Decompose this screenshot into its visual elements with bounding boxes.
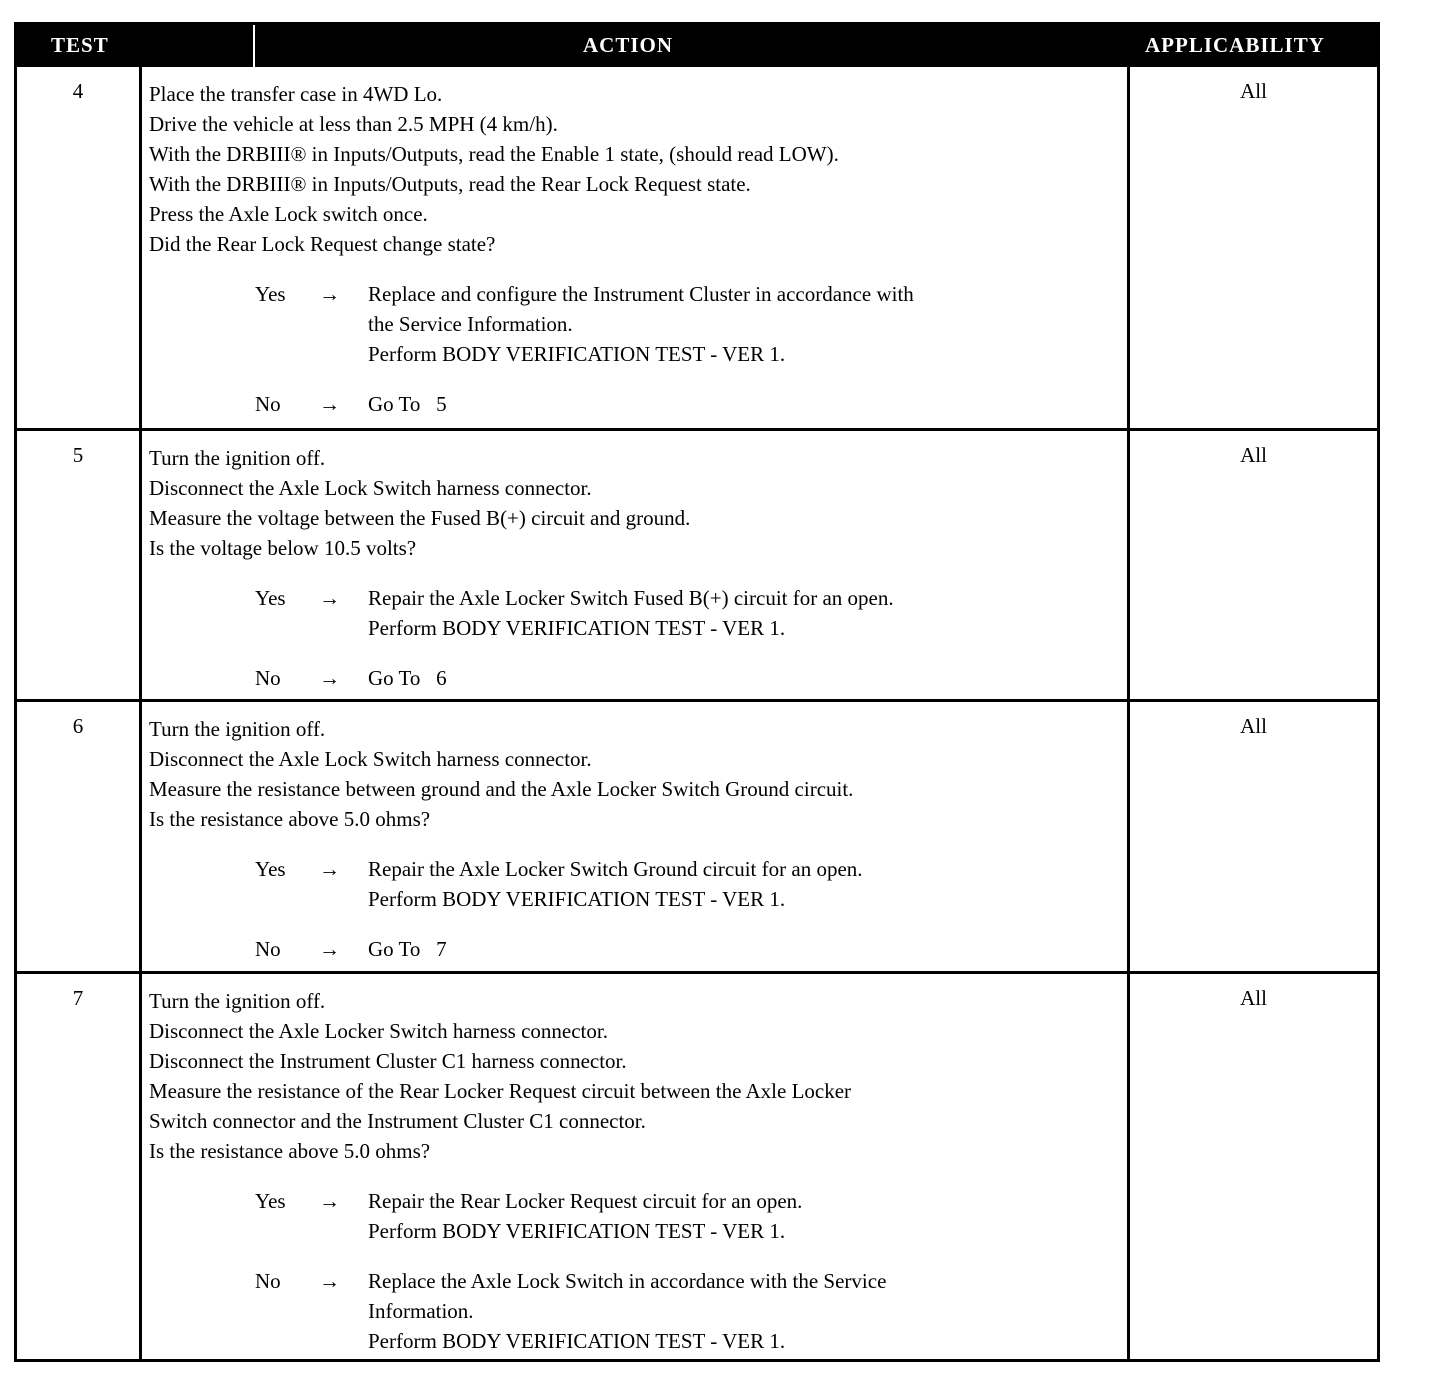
outcome-line: Go To 5 (368, 392, 447, 416)
outcome-label: Yes (255, 857, 286, 881)
outcome-no: No → Go To 7 (149, 934, 1124, 964)
arrow-right-icon: → (319, 586, 340, 610)
applicability: All (1240, 714, 1267, 738)
action-step: Drive the vehicle at less than 2.5 MPH (… (149, 112, 558, 136)
header-action: ACTION (583, 33, 674, 57)
action-step: Disconnect the Instrument Cluster C1 har… (149, 1049, 627, 1073)
outcome-line: Repair the Axle Locker Switch Ground cir… (368, 857, 863, 881)
action-step: Is the resistance above 5.0 ohms? (149, 1139, 431, 1163)
column-divider (1127, 431, 1130, 699)
outcome-text: Repair the Axle Locker Switch Fused B(+)… (368, 583, 1124, 643)
action-step: Measure the voltage between the Fused B(… (149, 506, 691, 530)
action-step: Measure the resistance between ground an… (149, 777, 854, 801)
column-divider (139, 431, 142, 699)
test-number: 7 (72, 986, 84, 1010)
applicability: All (1240, 79, 1267, 103)
outcome-line: Repair the Rear Locker Request circuit f… (368, 1189, 803, 1213)
action-step: With the DRBIII® in Inputs/Outputs, read… (149, 142, 839, 166)
outcome-label: Yes (255, 282, 286, 306)
test-number: 4 (72, 79, 84, 103)
outcome-text: Repair the Axle Locker Switch Ground cir… (368, 854, 1124, 914)
outcome-label: No (255, 937, 281, 961)
outcome-no: No → Go To 5 (149, 389, 1124, 419)
outcome-line: Replace and configure the Instrument Clu… (368, 282, 914, 306)
action-step: Press the Axle Lock switch once. (149, 202, 428, 226)
action-step: Turn the ignition off. (149, 446, 326, 470)
outcome-text: Go To 6 (368, 663, 1124, 693)
outcome-no: No → Replace the Axle Lock Switch in acc… (149, 1266, 1124, 1356)
test-number: 5 (72, 443, 84, 467)
action-step: Disconnect the Axle Lock Switch harness … (149, 476, 592, 500)
outcome-line: Perform BODY VERIFICATION TEST - VER 1. (368, 1329, 786, 1353)
arrow-right-icon: → (319, 1269, 340, 1293)
column-divider (1127, 702, 1130, 971)
arrow-right-icon: → (319, 392, 340, 416)
outcome-line: Replace the Axle Lock Switch in accordan… (368, 1269, 887, 1293)
arrow-right-icon: → (319, 937, 340, 961)
action-step: Disconnect the Axle Locker Switch harnes… (149, 1019, 608, 1043)
applicability: All (1240, 443, 1267, 467)
outcome-line: Perform BODY VERIFICATION TEST - VER 1. (368, 1219, 786, 1243)
arrow-right-icon: → (319, 282, 340, 306)
table-header: TEST ACTION APPLICABILITY (17, 25, 1377, 67)
column-divider (1127, 974, 1130, 1359)
arrow-right-icon: → (319, 666, 340, 690)
action-step: Turn the ignition off. (149, 989, 326, 1013)
test-row: 7 Turn the ignition off. Disconnect the A… (17, 971, 1377, 1359)
outcome-no: No → Go To 6 (149, 663, 1124, 693)
header-test: TEST (51, 33, 109, 57)
outcome-line: Information. (368, 1299, 474, 1323)
outcome-line: the Service Information. (368, 312, 573, 336)
action-step: Switch connector and the Instrument Clus… (149, 1109, 646, 1133)
outcome-label: No (255, 666, 281, 690)
outcome-yes: Yes → Replace and configure the Instrume… (149, 279, 1124, 369)
diagnostic-test-table: TEST ACTION APPLICABILITY 4 Place the tr… (14, 22, 1380, 1362)
outcome-yes: Yes → Repair the Axle Locker Switch Fuse… (149, 583, 1124, 643)
outcome-line: Go To 7 (368, 937, 447, 961)
column-divider (139, 974, 142, 1359)
header-divider (253, 25, 255, 67)
applicability: All (1240, 986, 1267, 1010)
action-cell: Turn the ignition off. Disconnect the Axl… (149, 443, 1124, 693)
action-step: Place the transfer case in 4WD Lo. (149, 82, 443, 106)
action-step: Is the resistance above 5.0 ohms? (149, 807, 431, 831)
action-cell: Place the transfer case in 4WD Lo. Drive … (149, 79, 1124, 419)
outcome-line: Go To 6 (368, 666, 447, 690)
action-step: Did the Rear Lock Request change state? (149, 232, 496, 256)
outcome-text: Go To 5 (368, 389, 1124, 419)
header-applicability: APPLICABILITY (1145, 33, 1325, 57)
outcome-label: Yes (255, 586, 286, 610)
outcome-line: Perform BODY VERIFICATION TEST - VER 1. (368, 616, 786, 640)
action-step: With the DRBIII® in Inputs/Outputs, read… (149, 172, 751, 196)
column-divider (139, 702, 142, 971)
test-row: 6 Turn the ignition off. Disconnect the A… (17, 699, 1377, 971)
column-divider (139, 67, 142, 428)
action-step: Is the voltage below 10.5 volts? (149, 536, 417, 560)
outcome-text: Replace and configure the Instrument Clu… (368, 279, 1124, 369)
arrow-right-icon: → (319, 1189, 340, 1213)
outcome-label: Yes (255, 1189, 286, 1213)
outcome-yes: Yes → Repair the Axle Locker Switch Grou… (149, 854, 1124, 914)
action-step: Turn the ignition off. (149, 717, 326, 741)
test-number: 6 (72, 714, 84, 738)
action-cell: Turn the ignition off. Disconnect the Axl… (149, 714, 1124, 964)
outcome-text: Repair the Rear Locker Request circuit f… (368, 1186, 1124, 1246)
outcome-line: Repair the Axle Locker Switch Fused B(+)… (368, 586, 894, 610)
outcome-line: Perform BODY VERIFICATION TEST - VER 1. (368, 887, 786, 911)
outcome-yes: Yes → Repair the Rear Locker Request cir… (149, 1186, 1124, 1246)
action-step: Measure the resistance of the Rear Locke… (149, 1079, 852, 1103)
outcome-label: No (255, 392, 281, 416)
outcome-line: Perform BODY VERIFICATION TEST - VER 1. (368, 342, 786, 366)
outcome-text: Go To 7 (368, 934, 1124, 964)
action-cell: Turn the ignition off. Disconnect the Axl… (149, 986, 1124, 1356)
action-step: Disconnect the Axle Lock Switch harness … (149, 747, 592, 771)
arrow-right-icon: → (319, 857, 340, 881)
outcome-text: Replace the Axle Lock Switch in accordan… (368, 1266, 1124, 1356)
outcome-label: No (255, 1269, 281, 1293)
test-row: 5 Turn the ignition off. Disconnect the A… (17, 428, 1377, 699)
column-divider (1127, 67, 1130, 428)
test-row: 4 Place the transfer case in 4WD Lo. Driv… (17, 67, 1377, 428)
